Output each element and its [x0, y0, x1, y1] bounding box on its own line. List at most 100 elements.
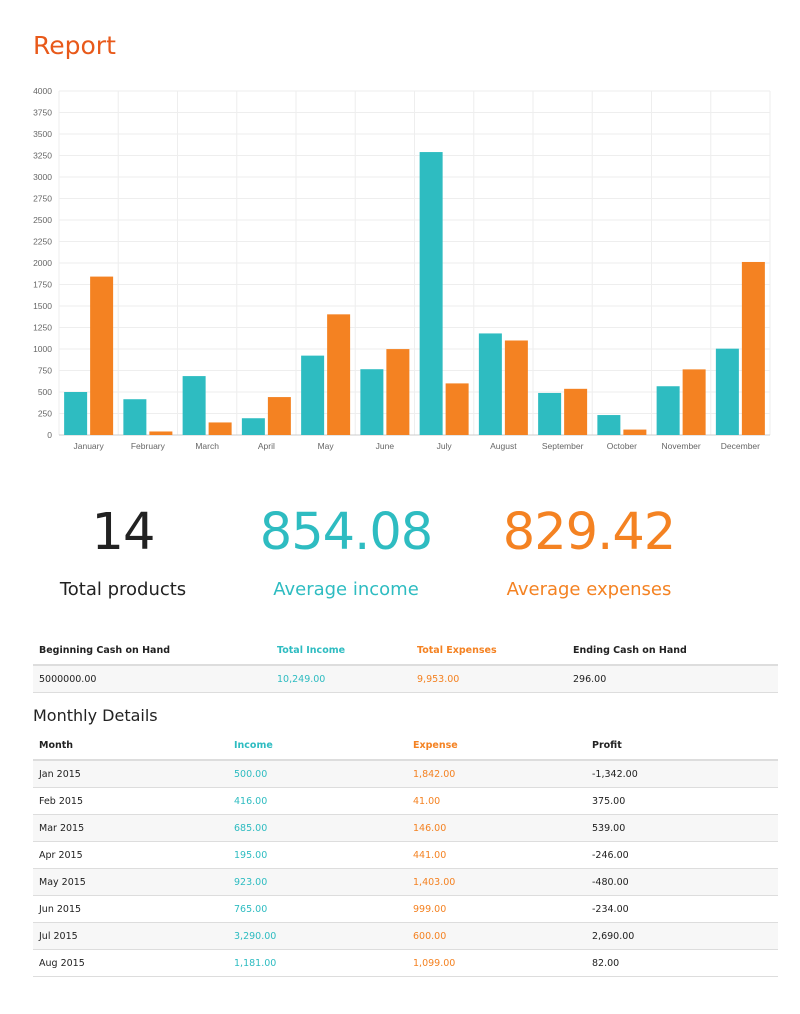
income-cell: 195.00: [228, 841, 407, 869]
y-tick-label: 1250: [33, 323, 52, 333]
x-tick-label: May: [318, 441, 335, 451]
summary-table: Beginning Cash on Hand Total Income Tota…: [33, 637, 778, 693]
x-tick-label: January: [74, 441, 105, 451]
expense-bar[interactable]: [90, 276, 114, 435]
expense-bar[interactable]: [208, 422, 232, 435]
header-total-income: Total Income: [271, 637, 411, 666]
header-income: Income: [228, 732, 407, 761]
y-tick-label: 2250: [33, 237, 52, 247]
expense-bar[interactable]: [741, 261, 765, 435]
month-cell: Feb 2015: [33, 787, 228, 815]
income-bar[interactable]: [360, 369, 384, 435]
profit-cell: -234.00: [586, 895, 778, 923]
monthly-details-table: Month Income Expense Profit Jan 2015 500.…: [33, 732, 778, 977]
table-row: Jul 2015 3,290.00 600.00 2,690.00: [33, 922, 778, 950]
profit-cell: 2,690.00: [586, 922, 778, 950]
expense-bar[interactable]: [623, 429, 647, 435]
month-cell: Aug 2015: [33, 949, 228, 977]
expense-cell: 1,099.00: [407, 949, 586, 977]
stat-label: Total products: [59, 579, 187, 600]
y-tick-label: 0: [47, 430, 52, 440]
income-bar[interactable]: [301, 355, 325, 435]
month-cell: May 2015: [33, 868, 228, 896]
expense-bar[interactable]: [149, 431, 173, 435]
y-tick-label: 2000: [33, 258, 52, 268]
table-row: Aug 2015 1,181.00 1,099.00 82.00: [33, 949, 778, 977]
table-row: Feb 2015 416.00 41.00 375.00: [33, 787, 778, 815]
income-bar[interactable]: [241, 418, 265, 435]
y-tick-label: 750: [38, 366, 52, 376]
profit-cell: 539.00: [586, 814, 778, 842]
income-bar[interactable]: [597, 415, 621, 435]
y-tick-label: 1500: [33, 301, 52, 311]
monthly-details-title: Monthly Details: [33, 706, 158, 725]
income-bar[interactable]: [64, 392, 88, 435]
expense-cell: 999.00: [407, 895, 586, 923]
header-expense: Expense: [407, 732, 586, 761]
stat-label: Average income: [273, 579, 419, 600]
expense-cell: 600.00: [407, 922, 586, 950]
income-bar[interactable]: [715, 348, 739, 435]
x-tick-label: October: [607, 441, 637, 451]
total-income-value: 10,249.00: [271, 665, 411, 693]
stat-value: 854.08: [259, 503, 433, 562]
table-row: Jan 2015 500.00 1,842.00 -1,342.00: [33, 760, 778, 788]
header-month: Month: [33, 732, 228, 761]
y-tick-label: 250: [38, 409, 52, 419]
y-tick-label: 500: [38, 387, 52, 397]
y-tick-label: 2500: [33, 215, 52, 225]
total-expenses-value: 9,953.00: [411, 665, 567, 693]
monthly-header-row: Month Income Expense Profit: [33, 732, 778, 761]
x-tick-label: August: [490, 441, 517, 451]
profit-cell: 82.00: [586, 949, 778, 977]
x-tick-label: December: [721, 441, 760, 451]
expense-bar[interactable]: [445, 383, 469, 435]
y-tick-label: 2750: [33, 194, 52, 204]
expense-cell: 41.00: [407, 787, 586, 815]
income-bar[interactable]: [656, 386, 680, 435]
header-ending-cash: Ending Cash on Hand: [567, 637, 778, 666]
table-row: Jun 2015 765.00 999.00 -234.00: [33, 895, 778, 923]
stat-total-products: 14 Total products: [8, 503, 238, 600]
income-bar[interactable]: [123, 399, 147, 435]
x-tick-label: July: [437, 441, 453, 451]
y-tick-label: 1750: [33, 280, 52, 290]
header-profit: Profit: [586, 732, 778, 761]
table-row: Mar 2015 685.00 146.00 539.00: [33, 814, 778, 842]
header-total-expenses: Total Expenses: [411, 637, 567, 666]
expense-bar[interactable]: [564, 388, 588, 435]
x-tick-label: February: [131, 441, 166, 451]
month-cell: Apr 2015: [33, 841, 228, 869]
y-tick-label: 4000: [33, 86, 52, 96]
expense-bar[interactable]: [386, 349, 410, 435]
stat-value: 14: [91, 503, 156, 562]
profit-cell: -480.00: [586, 868, 778, 896]
stat-label: Average expenses: [506, 579, 672, 600]
stat-average-income: 854.08 Average income: [231, 503, 461, 600]
income-cell: 923.00: [228, 868, 407, 896]
stat-average-expenses: 829.42 Average expenses: [474, 503, 704, 600]
y-tick-label: 3500: [33, 129, 52, 139]
x-tick-label: September: [542, 441, 584, 451]
expense-cell: 1,403.00: [407, 868, 586, 896]
x-tick-label: November: [662, 441, 701, 451]
expense-cell: 146.00: [407, 814, 586, 842]
expense-bar[interactable]: [267, 397, 291, 435]
summary-header-row: Beginning Cash on Hand Total Income Tota…: [33, 637, 778, 666]
income-cell: 1,181.00: [228, 949, 407, 977]
stat-value: 829.42: [502, 503, 676, 562]
expense-bar[interactable]: [504, 340, 528, 435]
income-cell: 3,290.00: [228, 922, 407, 950]
expense-bar[interactable]: [327, 314, 351, 435]
income-bar[interactable]: [182, 376, 206, 435]
y-tick-label: 3250: [33, 151, 52, 161]
month-cell: Mar 2015: [33, 814, 228, 842]
x-tick-label: June: [376, 441, 395, 451]
beginning-cash-value: 5000000.00: [33, 665, 271, 693]
income-bar[interactable]: [419, 152, 443, 435]
y-tick-label: 3750: [33, 108, 52, 118]
summary-row: 5000000.00 10,249.00 9,953.00 296.00: [33, 665, 778, 693]
expense-bar[interactable]: [682, 369, 706, 435]
income-bar[interactable]: [538, 392, 562, 435]
income-bar[interactable]: [478, 333, 502, 435]
